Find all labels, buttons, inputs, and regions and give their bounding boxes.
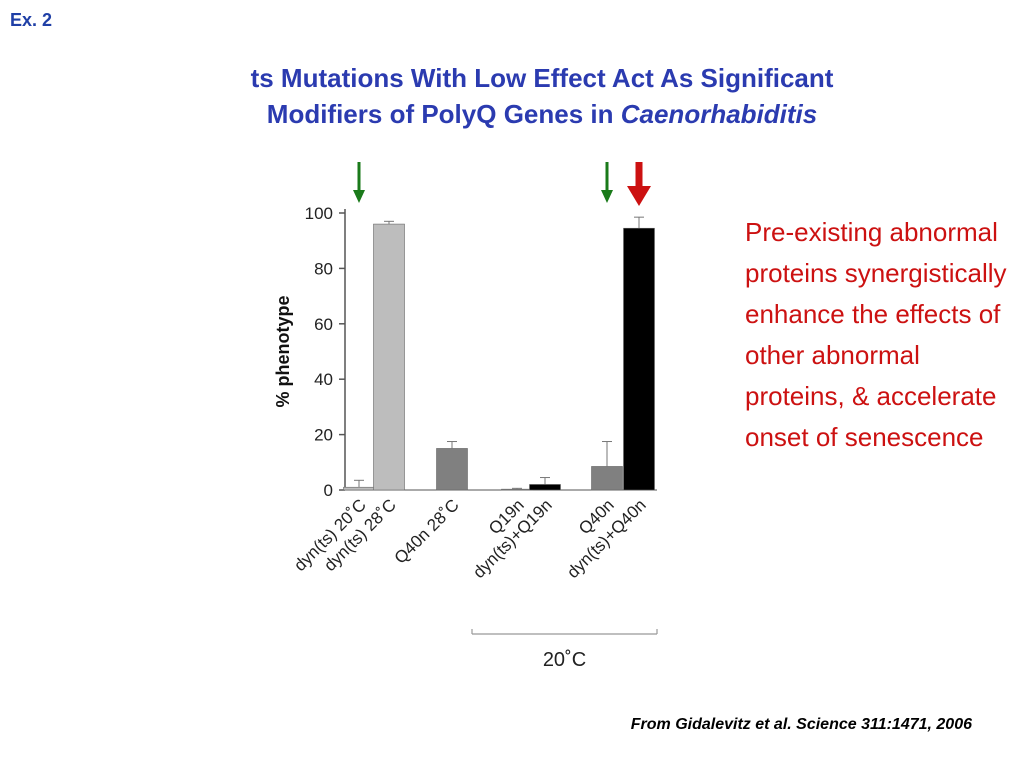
y-tick-label: 80 bbox=[314, 259, 333, 278]
y-tick-label: 40 bbox=[314, 370, 333, 389]
title-line-1: ts Mutations With Low Effect Act As Sign… bbox=[250, 63, 834, 93]
y-tick-label: 20 bbox=[314, 426, 333, 445]
arrow-shaft bbox=[605, 162, 609, 192]
example-label: Ex. 2 bbox=[10, 10, 53, 30]
citation: From Gidalevitz et al. Science 311:1471,… bbox=[630, 716, 972, 733]
arrow-head bbox=[627, 186, 651, 206]
y-tick-label: 60 bbox=[314, 315, 333, 334]
bar bbox=[343, 486, 375, 491]
bar bbox=[529, 484, 561, 491]
bar bbox=[623, 227, 655, 491]
bar bbox=[501, 488, 533, 491]
x-category-label: Q40n 28˚C bbox=[391, 495, 463, 567]
arrow-head bbox=[601, 190, 613, 203]
title-line-2: Modifiers of PolyQ Genes in Caenorhabidi… bbox=[40, 96, 1024, 132]
arrow-head bbox=[353, 190, 365, 203]
slide-title: ts Mutations With Low Effect Act As Sign… bbox=[40, 60, 1024, 132]
green-arrow-icon bbox=[601, 162, 613, 203]
bar bbox=[373, 223, 405, 491]
annotation-text: Pre-existing abnormal proteins synergist… bbox=[745, 217, 1007, 452]
arrow-shaft bbox=[635, 162, 643, 188]
bar bbox=[436, 448, 468, 491]
title-genus: Caenorhabiditis bbox=[620, 99, 818, 129]
y-axis-label: % phenotype bbox=[273, 295, 293, 407]
y-tick-label: 0 bbox=[324, 481, 333, 500]
bar bbox=[591, 466, 623, 491]
group-label: 20˚C bbox=[543, 649, 586, 671]
red-arrow-icon bbox=[627, 162, 651, 206]
arrow-shaft bbox=[357, 162, 361, 192]
green-arrow-icon bbox=[353, 162, 365, 203]
title-line-2-prefix: Modifiers of PolyQ Genes in bbox=[266, 99, 621, 129]
y-tick-label: 100 bbox=[305, 204, 333, 223]
